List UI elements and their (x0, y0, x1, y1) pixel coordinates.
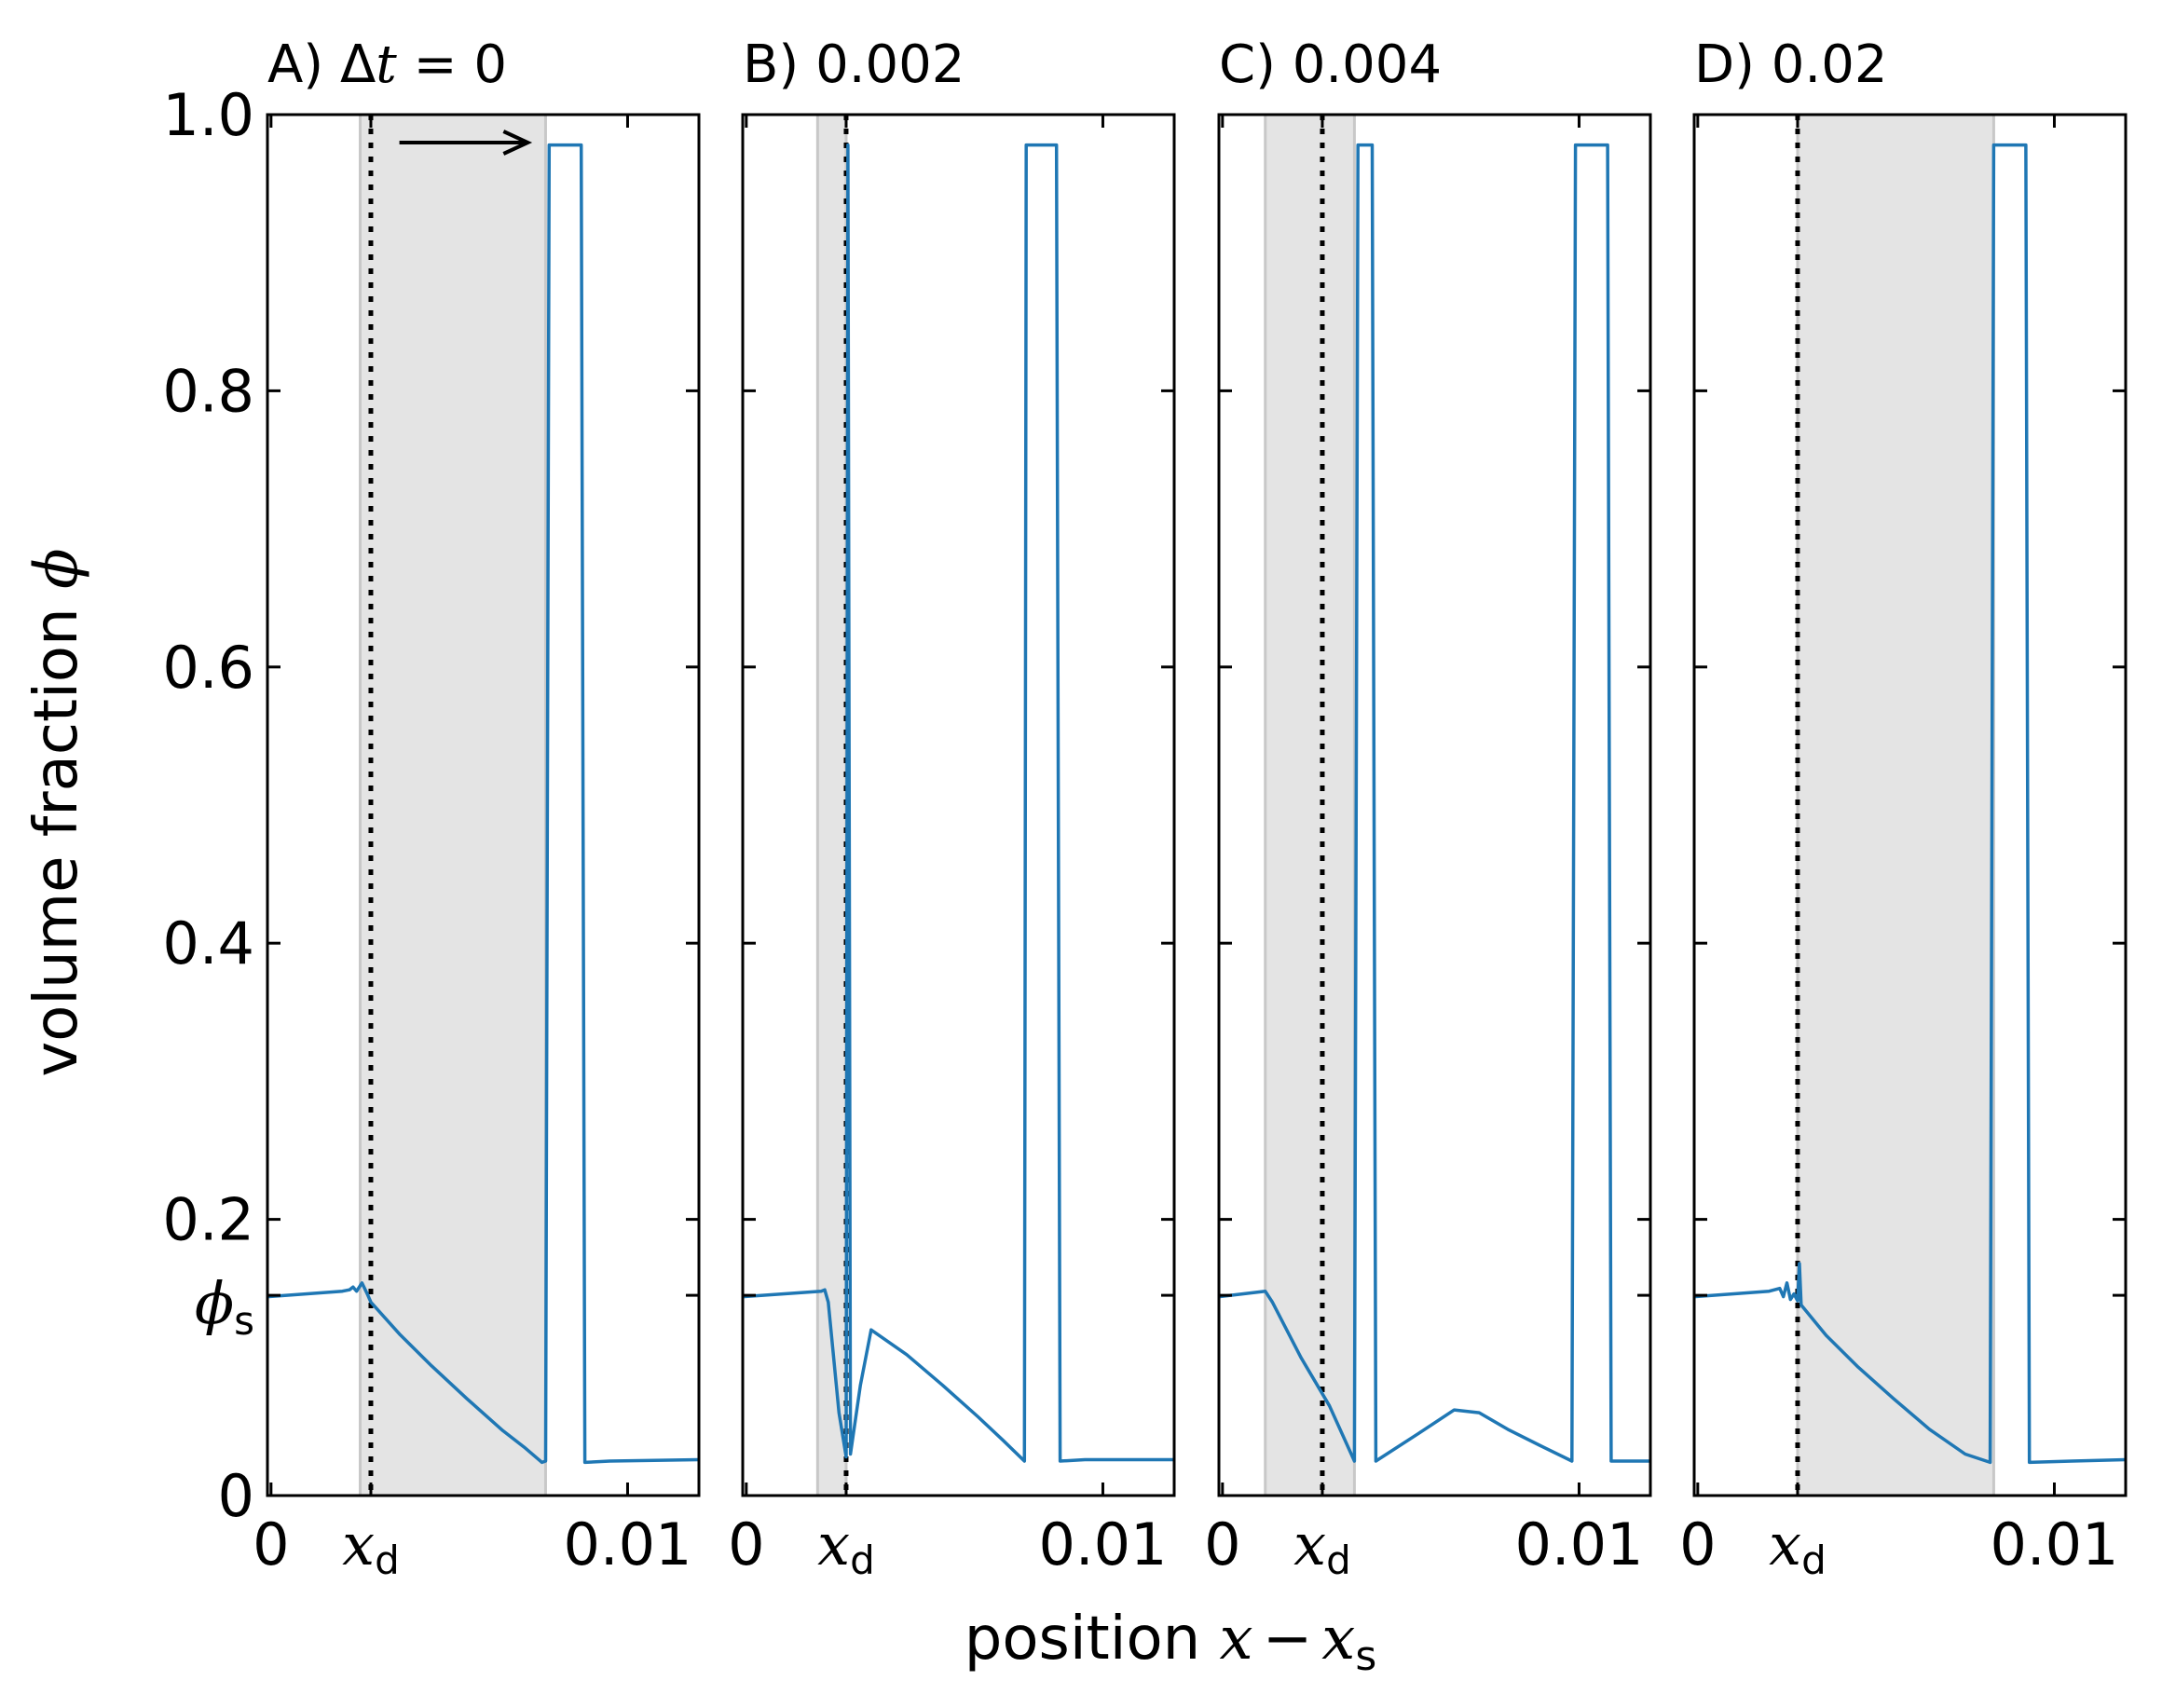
plot-frame (1692, 113, 2128, 1497)
x-tick-label: xd (817, 1510, 875, 1583)
x-tick-label: 0 (253, 1510, 289, 1578)
x-tick-label: 0.01 (1038, 1510, 1167, 1578)
y-tick-label: 0 (218, 1462, 254, 1530)
x-tick-label: xd (1293, 1510, 1351, 1583)
x-axis-label-text: position (965, 1605, 1201, 1674)
panel-title: D) 0.02 (1694, 34, 1887, 95)
x-tick-label: xd (1769, 1510, 1827, 1583)
panel-title: C) 0.004 (1219, 34, 1442, 95)
x-tick-label: 0 (1679, 1510, 1716, 1578)
series-line (742, 143, 1174, 1463)
shaded-region (360, 115, 546, 1496)
x-tick-label: 0.01 (563, 1510, 691, 1578)
x-tick-label: 0.01 (1990, 1510, 2118, 1578)
x-tick-label: 0 (1204, 1510, 1240, 1578)
y-axis-label-symbol: ϕ (22, 548, 91, 589)
shaded-region (1797, 115, 1994, 1496)
y-tick-label: 0.8 (162, 357, 254, 425)
y-tick-label: 0.2 (162, 1186, 254, 1254)
panel-title: B) 0.002 (743, 34, 965, 95)
panel-d: 0 xd 0.01 D) 0.02 (1679, 34, 2128, 1583)
y-tick-label: 0.4 (162, 909, 254, 977)
shaded-region (1265, 115, 1355, 1496)
x-axis-label: position x − xs (965, 1605, 1377, 1680)
panel-c: 0 xd 0.01 C) 0.004 (1204, 34, 1652, 1583)
y-tick-label: 1.0 (162, 81, 254, 149)
panel-b: 0 xd 0.01 B) 0.002 (728, 34, 1176, 1583)
panel-a: 0 0.2 0.4 0.6 0.8 1.0 ϕs 0 xd 0.01 A) Δt = 0 (162, 34, 701, 1583)
x-axis-label-op: − (1263, 1605, 1313, 1674)
x-tick-label: xd (342, 1510, 400, 1583)
x-axis-label-ref-sub: s (1355, 1633, 1376, 1680)
plot-frame (266, 113, 701, 1497)
y-tick-label-phi-s: ϕs (195, 1269, 254, 1344)
series-line (1693, 143, 2127, 1465)
svg-text:volume fraction ϕ: volume fraction ϕ (22, 548, 91, 1076)
shaded-region (817, 115, 846, 1496)
svg-text:position x−xs: position x − xs (965, 1605, 1377, 1680)
plot-frame (741, 113, 1176, 1497)
x-tick-label: 0 (728, 1510, 764, 1578)
y-axis-label-text: volume fraction (22, 608, 91, 1076)
panels: 0 0.2 0.4 0.6 0.8 1.0 ϕs 0 xd 0.01 A) Δt = 0 0 xd 0.0… (162, 34, 2128, 1583)
direction-arrowhead (502, 130, 533, 156)
x-axis-label-ref: x (1321, 1605, 1355, 1674)
x-tick-label: 0.01 (1514, 1510, 1643, 1578)
x-axis-label-var: x (1220, 1605, 1253, 1674)
series-line (267, 143, 700, 1465)
y-tick-label: 0.6 (162, 634, 254, 702)
series-line (1218, 143, 1650, 1463)
y-axis-label: volume fraction ϕ (22, 548, 91, 1076)
panel-title: A) Δt = 0 (267, 34, 507, 95)
plot-frame (1217, 113, 1652, 1497)
